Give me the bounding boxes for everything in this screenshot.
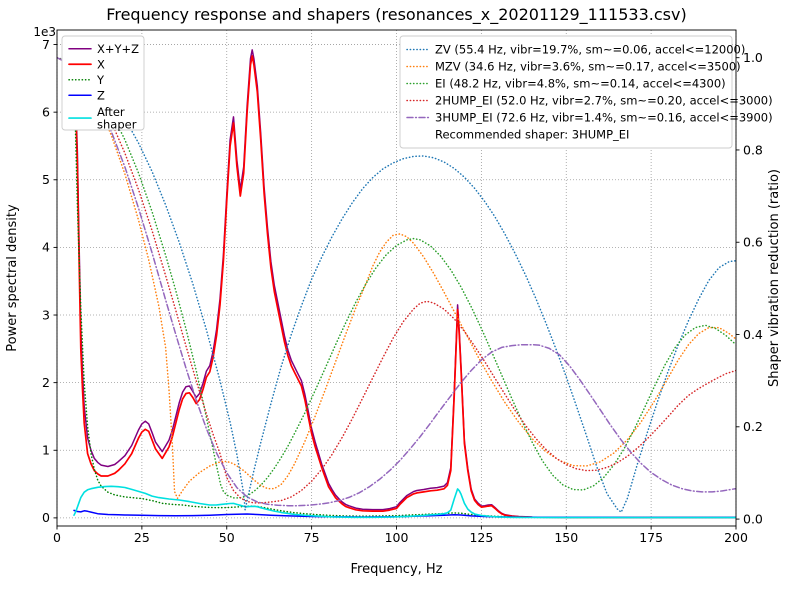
x-tick-label: 125 (469, 530, 493, 545)
series-shaper-3hump-ei (57, 56, 736, 507)
x-tick-label: 50 (219, 530, 235, 545)
legend-psd-box (61, 35, 145, 131)
x-tick-label: 150 (554, 530, 578, 545)
legend-label: Z (97, 88, 105, 102)
chart-title: Frequency response and shapers (resonanc… (106, 5, 686, 25)
x-tick-label: 0 (53, 530, 61, 545)
legend-label: ZV (55.4 Hz, vibr=19.7%, sm~=0.06, accel… (435, 43, 745, 57)
y-right-tick-label: 1.0 (743, 50, 763, 65)
x-tick-label: 200 (724, 530, 748, 545)
y-left-tick-label: 7 (42, 37, 50, 52)
legend-label: X (97, 57, 105, 71)
y-axis-right: 0.0 0.2 0.4 0.6 0.8 1.0 (736, 50, 763, 526)
legend-label: MZV (34.6 Hz, vibr=3.6%, sm~=0.17, accel… (435, 60, 741, 74)
y-left-tick-label: 1 (42, 443, 50, 458)
y-axis-left-label: Power spectral density (5, 204, 20, 352)
legend-label: X+Y+Z (97, 42, 139, 56)
legend-label: 2HUMP_EI (52.0 Hz, vibr=2.7%, sm~=0.20, … (435, 94, 773, 108)
legend-label: EI (48.2 Hz, vibr=4.8%, sm~=0.14, accel<… (435, 77, 726, 91)
legend-shapers: ZV (55.4 Hz, vibr=19.7%, sm~=0.06, accel… (399, 35, 773, 149)
y-right-tick-label: 0.4 (743, 327, 763, 342)
legend-label: After (97, 105, 125, 119)
y-right-tick-label: 0.0 (743, 511, 763, 526)
series-shaper-zv (57, 56, 736, 513)
y-left-tick-label: 6 (42, 104, 50, 119)
legend-label: Y (96, 73, 105, 87)
x-tick-label: 100 (385, 530, 409, 545)
legend-label: shaper (97, 117, 137, 131)
x-axis: 0 25 50 75 100 125 150 175 200 (53, 526, 748, 545)
y-left-tick-label: 4 (42, 240, 50, 255)
series-psd-x (73, 50, 736, 519)
y-left-tick-label: 3 (42, 307, 50, 322)
y-left-offset-text: 1e3 (33, 25, 56, 39)
legend-shapers-box (399, 35, 733, 149)
legend-note: Recommended shaper: 3HUMP_EI (435, 128, 629, 142)
grid (56, 30, 737, 526)
y-left-tick-label: 5 (42, 172, 50, 187)
y-right-tick-label: 0.2 (743, 419, 763, 434)
y-right-tick-label: 0.8 (743, 142, 763, 157)
series-psd-after-shaper (73, 485, 736, 519)
y-right-tick-label: 0.6 (743, 235, 763, 250)
x-tick-label: 25 (134, 530, 150, 545)
x-axis-label: Frequency, Hz (350, 562, 442, 577)
series-group (57, 43, 736, 519)
y-left-tick-label: 0 (42, 510, 50, 525)
y-axis-right-label: Shaper vibration reduction (ratio) (767, 169, 782, 387)
series-shaper-mzv (57, 56, 736, 500)
y-left-tick-label: 2 (42, 375, 50, 390)
series-shaper-2hump-ei (57, 56, 736, 504)
x-tick-label: 175 (639, 530, 663, 545)
legend-label: 3HUMP_EI (72.6 Hz, vibr=1.4%, sm~=0.16, … (435, 111, 773, 125)
x-tick-label: 75 (304, 530, 320, 545)
